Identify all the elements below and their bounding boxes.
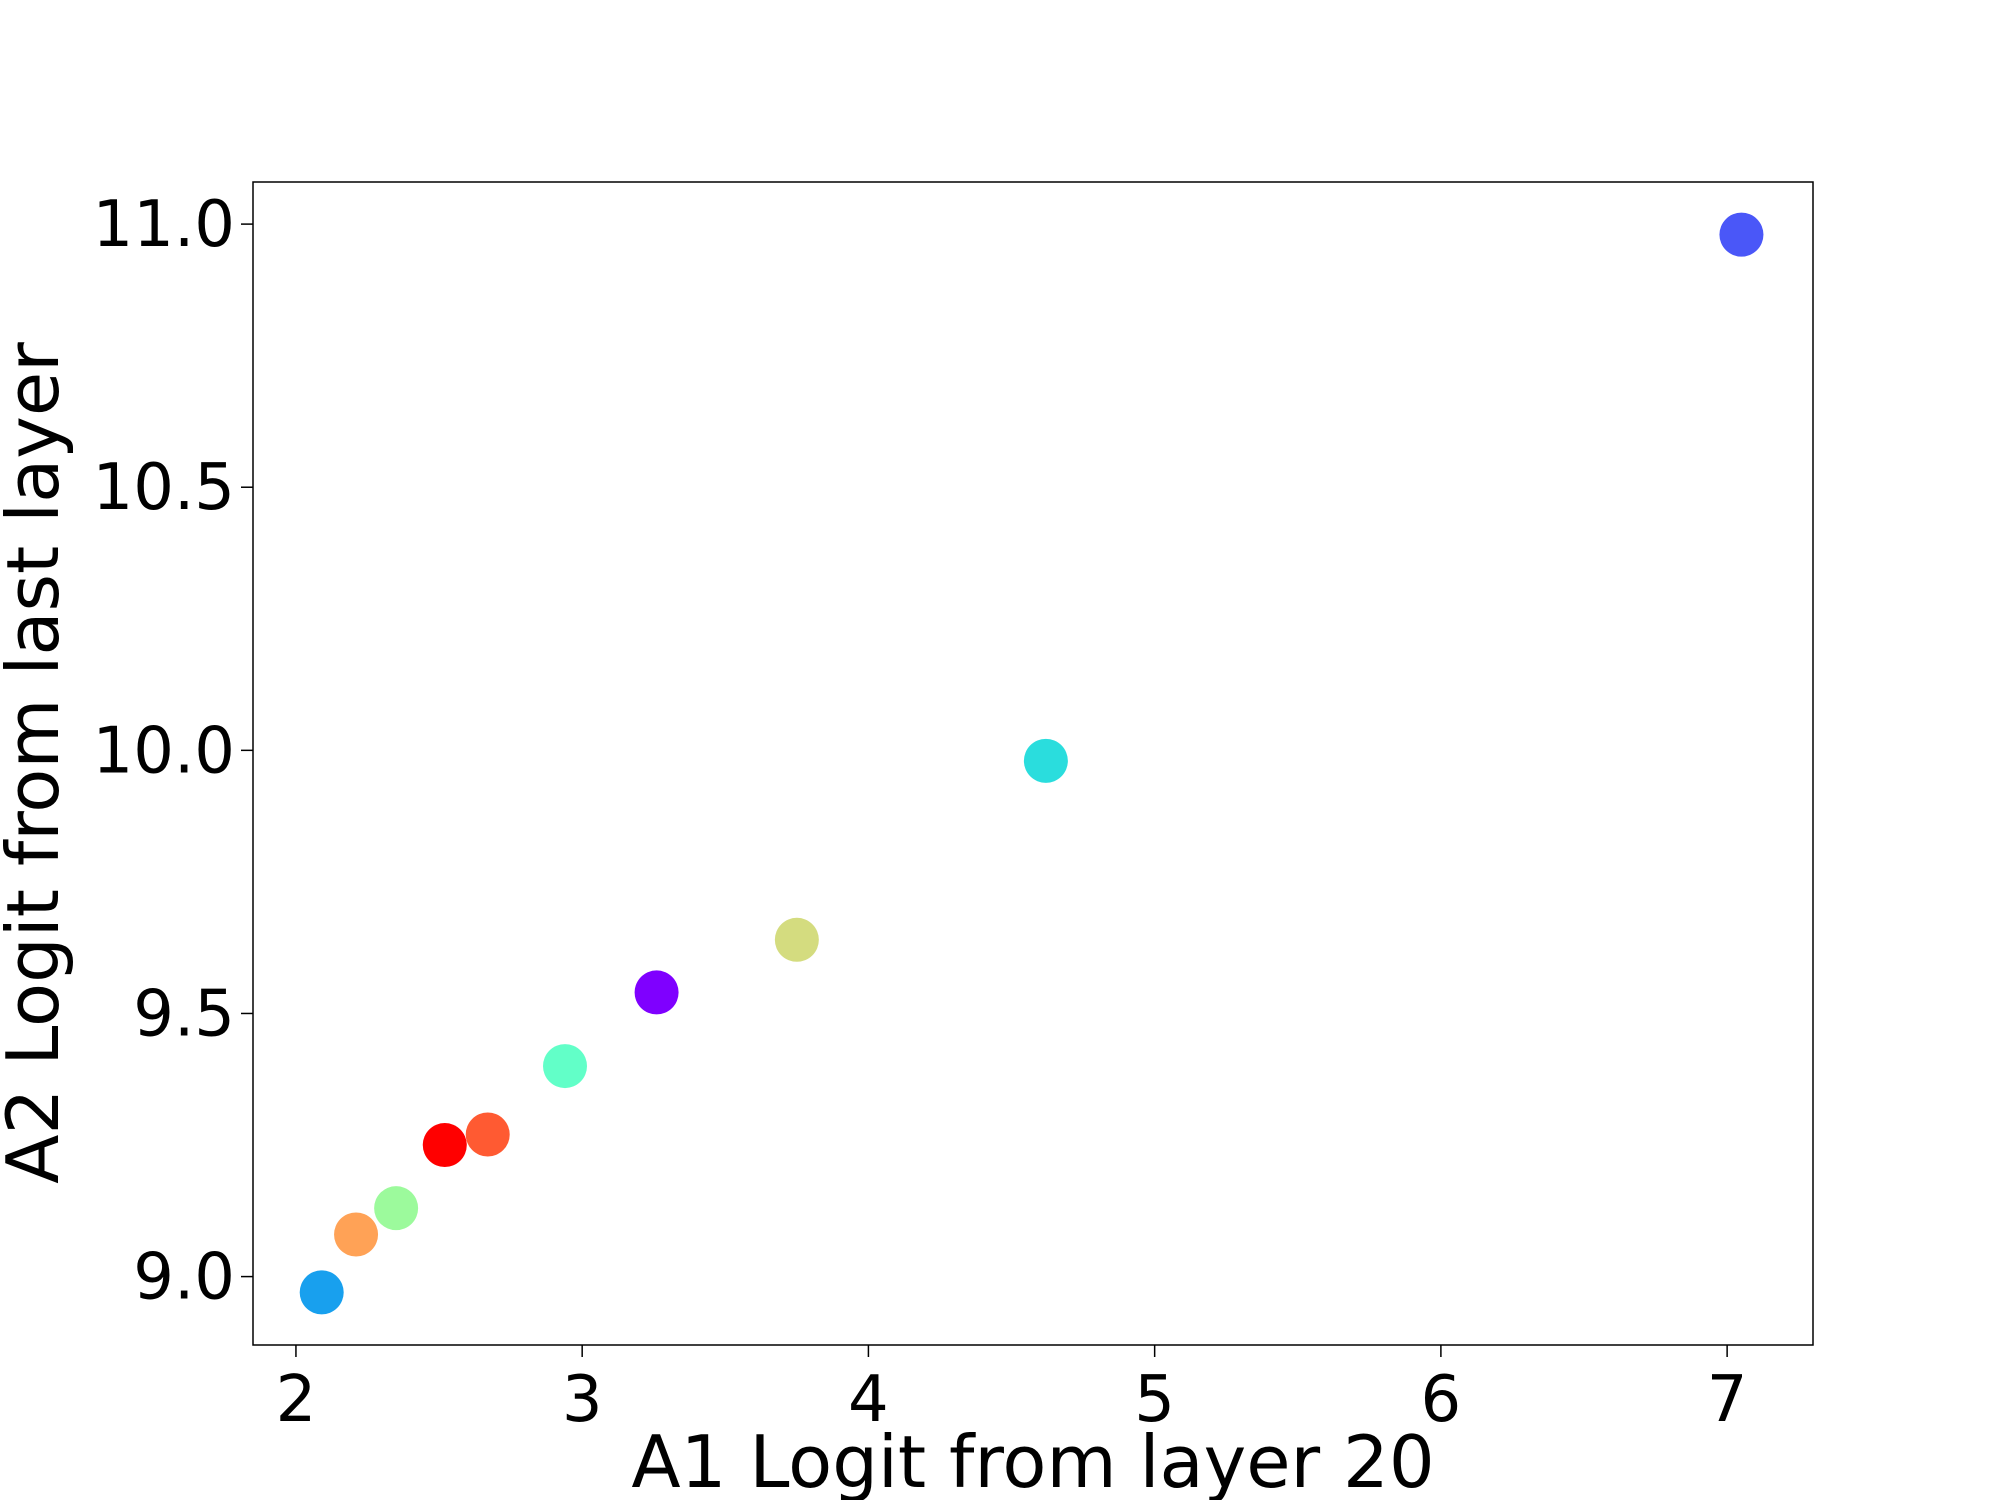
scatter-point — [1719, 212, 1764, 257]
x-tick-label: 6 — [1421, 1363, 1462, 1437]
y-tick-label: 11.0 — [93, 188, 236, 262]
x-tick-label: 2 — [276, 1363, 317, 1437]
x-axis-ticks: 2 3 4 5 6 7 — [276, 1345, 1748, 1437]
y-axis-ticks: 9.0 9.5 10.0 10.5 11.0 — [93, 188, 253, 1315]
x-axis-label: A1 Logit from layer 20 — [631, 1420, 1434, 1500]
scatter-point — [334, 1212, 379, 1257]
scatter-point — [374, 1186, 419, 1231]
scatter-point — [1023, 738, 1068, 783]
scatter-point — [422, 1123, 467, 1168]
y-tick-label: 10.5 — [93, 451, 236, 525]
x-tick-label: 7 — [1707, 1363, 1748, 1437]
y-tick-label: 9.5 — [133, 977, 235, 1051]
x-tick-label: 3 — [562, 1363, 603, 1437]
y-tick-label: 10.0 — [93, 714, 236, 788]
scatter-point — [299, 1270, 344, 1315]
y-axis-label: A2 Logit from last layer — [0, 342, 75, 1184]
x-tick-label: 5 — [1134, 1363, 1175, 1437]
scatter-point — [774, 917, 819, 962]
x-tick-label: 4 — [848, 1363, 889, 1437]
scatter-point — [634, 970, 679, 1015]
y-tick-label: 9.0 — [133, 1241, 235, 1315]
data-points — [299, 212, 1764, 1315]
scatter-point — [465, 1112, 510, 1157]
scatter-point — [543, 1044, 587, 1089]
